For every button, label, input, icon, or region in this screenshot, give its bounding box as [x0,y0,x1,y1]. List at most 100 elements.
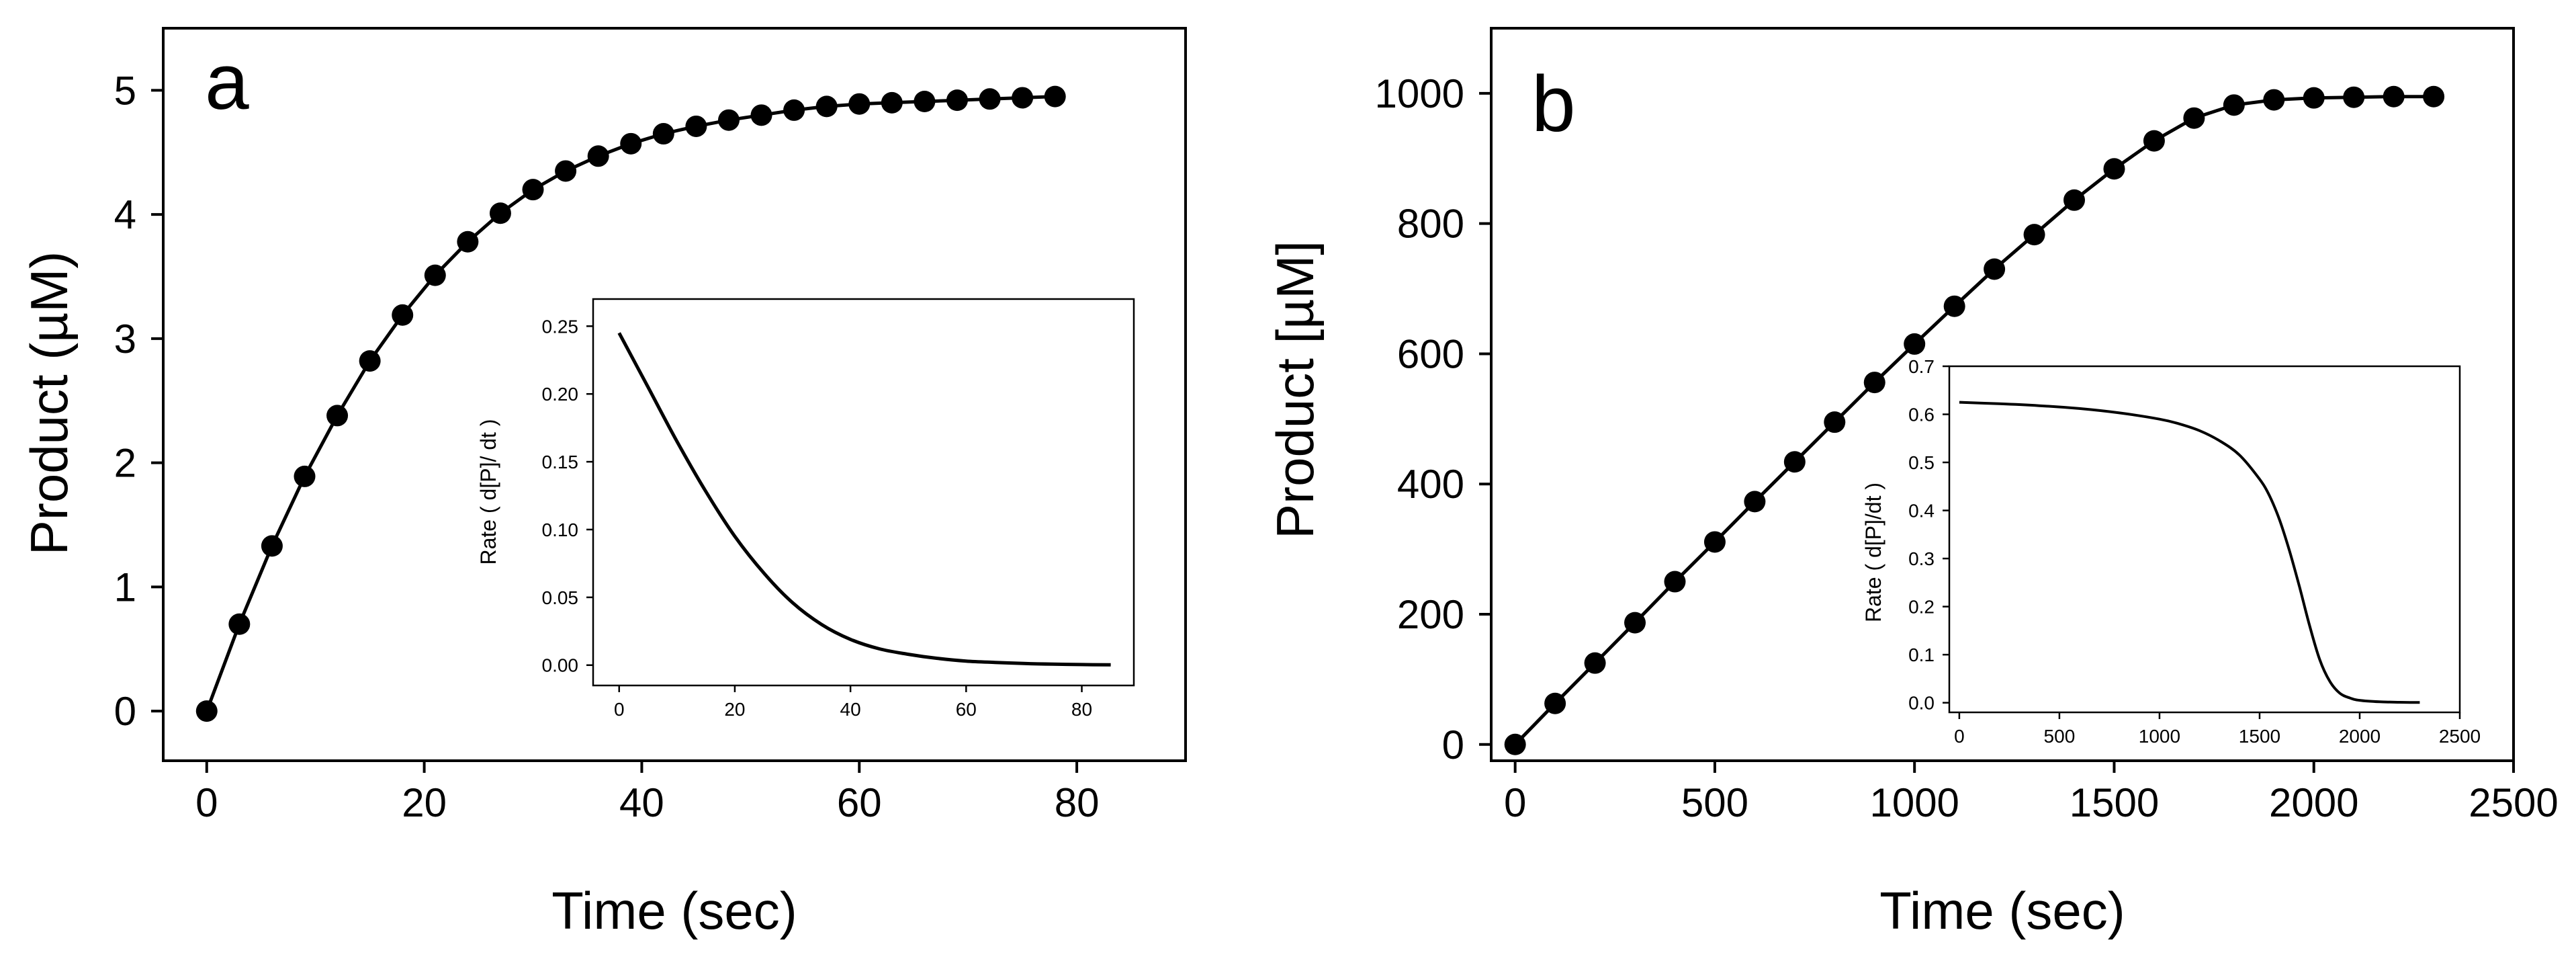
panel-b-inset: Rate ( d[P]/dt ) 0 500 1000 1500 2000 2500 0.… [1861,356,2481,747]
panel-a-y-axis-title: Product (µM) [19,251,79,555]
panel-b-data-point [1504,733,1526,755]
panel-b-data-point [1544,692,1566,714]
panel-a-data-point [424,264,446,286]
panel-b-data-point [2303,87,2325,109]
panel-b-data-point [1984,258,2006,280]
panel-b-letter: b [1531,60,1576,149]
panel-a-x-tick-label: 40 [619,780,664,825]
panel-a-data-point [848,93,871,115]
panel-a-inset-y-axis-title: Rate ( d[P]/ dt ) [476,419,500,565]
panel-a-x-ticks: 0 20 40 60 80 [195,761,1099,825]
panel-b-x-tick-label: 1500 [2070,780,2159,825]
panel-b-y-tick-label: 800 [1397,202,1464,247]
panel-b-inset-rate-curve [1959,401,2420,704]
panel-b-inset-x-ticks: 0 500 1000 1500 2000 2500 [1954,712,2481,747]
panel-a-data-point [359,350,381,372]
panel-a-inset-x-tick-label: 80 [1071,699,1092,720]
panel-a-data-point [946,89,968,112]
panel-b-data-point [2383,85,2405,108]
panel-b-x-tick-label: 1000 [1869,780,1959,825]
panel-b-x-axis-title: Time (sec) [1879,881,2125,940]
panel-b-y-ticks: 0 200 400 600 800 1000 [1375,71,1491,767]
panel-b-data-point [1624,612,1646,634]
panel-b-data-point [2103,158,2125,180]
panel-a-y-tick-label: 3 [114,317,136,362]
panel-a-data-point [685,115,707,137]
panel-b-x-tick-label: 2000 [2269,780,2358,825]
panel-b-inset-y-tick-label: 0.1 [1908,644,1935,665]
panel-a-data-point [392,304,414,326]
panel-a-data-point [261,535,283,557]
panel-b-inset-y-tick-label: 0.2 [1908,597,1935,618]
panel-a-data-point [979,88,1001,110]
panel-a-data-point [1044,85,1066,108]
panel-b-data-point [1664,571,1686,593]
panel-a-data-point [914,91,936,112]
panel-a-data-point [881,91,903,114]
panel-b-inset-y-tick-label: 0.7 [1908,356,1935,377]
panel-a-data-point [555,160,577,182]
panel-b-data-point [1824,411,1846,433]
panel-b-x-tick-label: 0 [1504,780,1526,825]
panel-b-frame [1490,27,2515,762]
panel-b-inset-y-ticks: 0.0 0.1 0.2 0.3 0.4 0.5 0.6 0.7 [1908,356,1949,714]
panel-a-x-tick-label: 60 [837,780,882,825]
panel-b-y-tick-label: 0 [1442,722,1464,767]
panel-a-data-point [750,104,772,126]
panel-b-y-axis-title: Product [µM] [1265,241,1325,539]
panel-b-data-point [1943,295,1965,317]
panel-b-y-tick-label: 200 [1397,592,1464,637]
panel-a-frame [162,27,1187,762]
panel-b-data-point [1744,491,1766,513]
panel-a-inset-y-tick-label: 0.05 [542,587,579,608]
panel-a-inset-x-tick-label: 20 [724,699,745,720]
panel-a-letter: a [205,38,249,126]
panel-a-data-point [620,132,642,155]
panel-a-data-point [228,613,251,635]
panel-b-y-tick-label: 600 [1397,331,1464,376]
panel-a-data-point [717,109,740,131]
panel-b-x-tick-label: 500 [1681,780,1748,825]
panel-b-inset-frame [1948,365,2461,714]
panel-b-data-point [2023,224,2045,246]
panel-b-data-point [2343,86,2365,108]
panel-a-inset-frame [592,298,1135,687]
panel-b-x-ticks: 0 500 1000 1500 2000 2500 [1504,761,2559,825]
panel-a-data-point [783,99,805,121]
panel-a-data-point [294,465,316,487]
panel-a-data-point [489,202,511,224]
panel-a-y-tick-label: 4 [114,192,136,237]
panel-a-inset-y-ticks: 0.00 0.05 0.10 0.15 0.20 0.25 [542,316,593,676]
panel-b-inset-x-tick-label: 2500 [2439,726,2481,747]
panel-a-inset-x-ticks: 0 20 40 60 80 [614,685,1092,720]
panel-b-data-point [1783,451,1806,473]
panel-a-x-tick-label: 20 [402,780,447,825]
panel-a-data-point [652,123,674,145]
panel-b: b Time (sec) Product [µM] 0 500 1000 1500 20… [1265,27,2559,940]
panel-a-data-point [1012,87,1034,109]
panel-b-inset-x-tick-label: 1000 [2139,726,2180,747]
panel-a-inset-rate-curve [617,332,1111,667]
panel-b-data-points [1504,85,2445,755]
panel-a-x-tick-label: 0 [195,780,218,825]
panel-a-inset-y-tick-label: 0.15 [542,452,579,472]
panel-b-data-point [1584,652,1606,674]
panel-a-data-points [195,85,1066,722]
panel-a-y-tick-label: 2 [114,441,136,486]
panel-b-inset-x-tick-label: 0 [1954,726,1965,747]
panel-a-inset-y-tick-label: 0.20 [542,384,579,405]
panel-b-inset-y-tick-label: 0.4 [1908,501,1935,521]
panel-a-data-point [195,700,218,722]
panel-a-x-tick-label: 80 [1055,780,1100,825]
panel-a-x-axis-title: Time (sec) [551,881,797,940]
panel-b-inset-y-tick-label: 0.3 [1908,548,1935,569]
panel-a: a Time (sec) Product (µM) 0 20 40 60 80 0123… [19,27,1187,940]
panel-b-data-point [2423,85,2445,108]
panel-b-inset-x-tick-label: 500 [2044,726,2076,747]
panel-b-inset-x-tick-label: 2000 [2339,726,2381,747]
panel-b-y-tick-label: 1000 [1375,71,1464,116]
panel-b-data-point [1904,333,1926,355]
panel-b-inset-x-tick-label: 1500 [2239,726,2280,747]
panel-b-x-tick-label: 2500 [2469,780,2558,825]
